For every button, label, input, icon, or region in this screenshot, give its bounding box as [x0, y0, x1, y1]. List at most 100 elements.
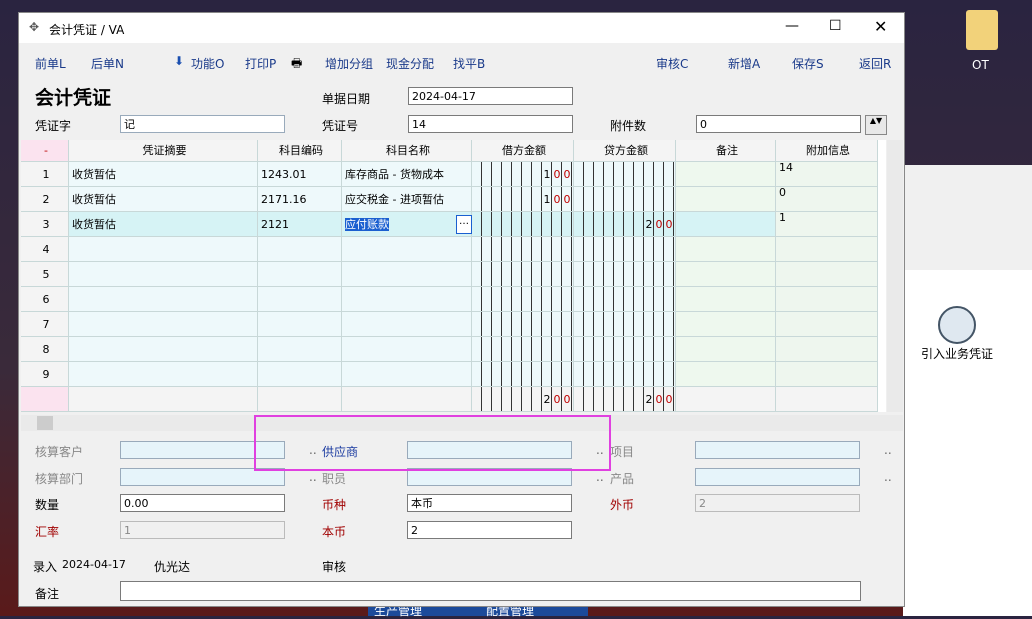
grid-cell[interactable]	[472, 212, 574, 237]
grid-cell[interactable]	[676, 337, 776, 362]
grid-cell[interactable]	[776, 312, 878, 337]
grid-cell[interactable]	[676, 162, 776, 187]
grid-cell[interactable]	[676, 237, 776, 262]
grid-cell[interactable]: 库存商品 - 货物成本	[342, 162, 472, 187]
field-input[interactable]: 本币	[407, 494, 572, 512]
attach-input[interactable]: 0	[696, 115, 861, 133]
grid-cell[interactable]	[676, 362, 776, 387]
grid-cell[interactable]	[342, 237, 472, 262]
toolbar-button[interactable]: 后单N	[91, 57, 124, 71]
grid-cell[interactable]: 收货暂估	[69, 187, 258, 212]
grid-cell[interactable]	[574, 287, 676, 312]
grid-cell[interactable]	[258, 337, 342, 362]
grid-cell[interactable]	[472, 362, 574, 387]
toolbar-button[interactable]: 找平B	[453, 57, 486, 71]
lookup-dots[interactable]: ..	[309, 470, 317, 484]
scroll-thumb[interactable]	[37, 416, 53, 430]
bar-item[interactable]: 配置管理	[486, 604, 535, 618]
lookup-dots[interactable]: ..	[309, 443, 317, 457]
grid-cell[interactable]	[258, 362, 342, 387]
grid-cell[interactable]: 收货暂估	[69, 212, 258, 237]
grid-cell[interactable]	[574, 237, 676, 262]
column-header[interactable]: 贷方金额	[574, 140, 676, 162]
bar-item[interactable]: 生产管理	[374, 604, 423, 618]
field-input[interactable]: 1	[120, 521, 285, 539]
grid-cell[interactable]	[574, 312, 676, 337]
grid-cell[interactable]	[776, 237, 878, 262]
minimize[interactable]: —	[785, 18, 799, 34]
h-scrollbar[interactable]	[21, 415, 903, 431]
column-header[interactable]: 凭证摘要	[69, 140, 258, 162]
grid-cell[interactable]: 收货暂估	[69, 162, 258, 187]
grid-cell[interactable]	[69, 312, 258, 337]
grid-cell[interactable]	[574, 337, 676, 362]
grid-cell[interactable]	[472, 312, 574, 337]
word-input[interactable]: 记	[120, 115, 285, 133]
grid-cell[interactable]	[574, 187, 676, 212]
lookup-dots[interactable]: ..	[884, 443, 892, 457]
grid-cell[interactable]: 1243.01	[258, 162, 342, 187]
grid-cell[interactable]	[342, 337, 472, 362]
field-input[interactable]: 2	[695, 494, 860, 512]
icon-label[interactable]: OT	[972, 58, 989, 72]
column-header[interactable]: 科目名称	[342, 140, 472, 162]
grid-cell[interactable]: 2171.16	[258, 187, 342, 212]
grid-cell[interactable]	[676, 187, 776, 212]
v-scrollbar[interactable]	[887, 140, 903, 412]
field-input[interactable]	[407, 468, 572, 486]
grid-cell[interactable]	[342, 287, 472, 312]
note-input[interactable]	[120, 581, 861, 601]
grid-cell[interactable]	[574, 162, 676, 187]
grid-cell[interactable]: 应交税金 - 进项暂估	[342, 187, 472, 212]
column-header[interactable]: 科目编码	[258, 140, 342, 162]
grid-cell[interactable]	[69, 337, 258, 362]
spinner[interactable]: ▲▼	[865, 115, 887, 135]
toolbar-button[interactable]: 前单L	[35, 57, 66, 71]
grid-cell[interactable]	[676, 287, 776, 312]
grid-cell[interactable]	[69, 237, 258, 262]
grid-cell[interactable]: 14	[776, 162, 878, 187]
grid-cell[interactable]	[69, 262, 258, 287]
toolbar-button[interactable]: 增加分组	[325, 57, 374, 71]
column-header[interactable]: -	[21, 140, 69, 162]
field-input[interactable]	[120, 441, 285, 459]
grid-cell[interactable]	[258, 287, 342, 312]
lookup-button[interactable]: …	[456, 215, 472, 234]
field-input[interactable]: 0.00	[120, 494, 285, 512]
row-number[interactable]: 4	[21, 237, 69, 262]
field-input[interactable]	[407, 441, 572, 459]
date-input[interactable]: 2024-04-17	[408, 87, 573, 105]
field-input[interactable]	[695, 468, 860, 486]
row-number[interactable]: 3	[21, 212, 69, 237]
number-input[interactable]: 14	[408, 115, 573, 133]
lookup-dots[interactable]: ..	[884, 470, 892, 484]
grid-cell[interactable]	[472, 287, 574, 312]
grid-cell[interactable]	[676, 212, 776, 237]
icon[interactable]	[938, 306, 976, 344]
grid-cell[interactable]	[342, 362, 472, 387]
grid-cell[interactable]	[776, 262, 878, 287]
icon[interactable]	[966, 10, 998, 50]
row-number[interactable]: 6	[21, 287, 69, 312]
lookup-dots[interactable]: ..	[596, 470, 604, 484]
row-number[interactable]: 8	[21, 337, 69, 362]
grid-cell[interactable]	[574, 262, 676, 287]
row-number[interactable]: 7	[21, 312, 69, 337]
toolbar-button[interactable]: 新增A	[728, 57, 761, 71]
grid-cell[interactable]	[776, 337, 878, 362]
row-number[interactable]: 9	[21, 362, 69, 387]
field-input[interactable]	[695, 441, 860, 459]
icon-label[interactable]: 引入业务凭证	[921, 347, 994, 361]
grid-cell[interactable]	[472, 262, 574, 287]
toolbar-button[interactable]: 打印P	[245, 57, 277, 71]
toolbar-button[interactable]: 保存S	[792, 57, 824, 71]
grid-cell[interactable]	[69, 362, 258, 387]
grid-cell[interactable]	[676, 312, 776, 337]
row-number[interactable]: 5	[21, 262, 69, 287]
row-number[interactable]: 1	[21, 162, 69, 187]
toolbar-button[interactable]: 现金分配	[386, 57, 435, 71]
field-input[interactable]: 2	[407, 521, 572, 539]
